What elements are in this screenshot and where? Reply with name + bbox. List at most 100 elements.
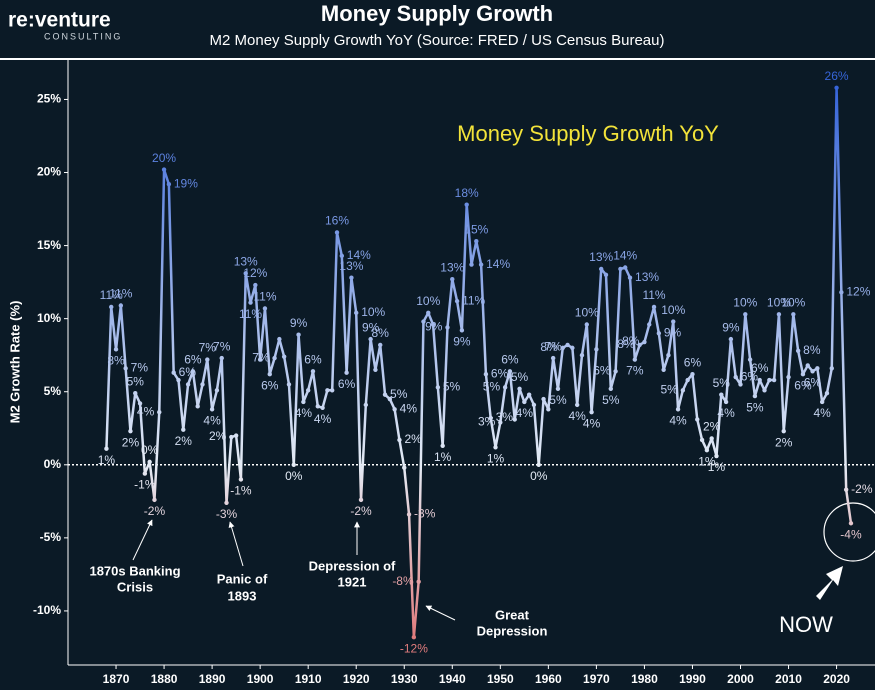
- data-point: [152, 497, 157, 503]
- data-point: [488, 415, 493, 421]
- data-label: 9%: [290, 316, 308, 330]
- data-label: 16%: [325, 214, 349, 228]
- data-label: 6%: [804, 375, 822, 389]
- data-point: [733, 374, 738, 380]
- data-label: 1%: [487, 451, 505, 465]
- data-point: [791, 312, 796, 317]
- data-label: 11%: [462, 293, 485, 307]
- data-label: 5%: [746, 400, 764, 414]
- data-point: [277, 336, 282, 342]
- data-point: [214, 388, 220, 393]
- data-point: [526, 392, 532, 397]
- data-label: 12%: [243, 266, 267, 280]
- data-label: 9%: [425, 320, 443, 334]
- data-point: [531, 402, 537, 408]
- data-point: [690, 371, 695, 377]
- chart-title: Money Supply Growth: [321, 1, 553, 26]
- data-point: [800, 371, 806, 377]
- data-label: 8%: [372, 326, 390, 340]
- y-tick-label: 0%: [44, 457, 62, 471]
- data-point: [113, 347, 119, 352]
- y-tick-label: 15%: [37, 238, 61, 252]
- data-label: 7%: [199, 341, 217, 355]
- data-label: 6%: [338, 377, 356, 391]
- event-label: 1921: [338, 574, 367, 589]
- data-point: [358, 497, 364, 503]
- data-label: 5%: [602, 393, 620, 407]
- data-point: [680, 388, 686, 393]
- data-label: 5%: [661, 382, 679, 396]
- y-tick-label: 10%: [37, 311, 61, 325]
- event-label: Great: [495, 607, 530, 622]
- data-point: [623, 265, 628, 270]
- highlight-circle: [823, 502, 875, 562]
- data-point: [426, 310, 431, 316]
- event-label: 1893: [228, 588, 257, 603]
- data-label: 12%: [846, 285, 870, 299]
- x-tick-label: 1890: [199, 672, 226, 686]
- data-label: 2%: [775, 435, 793, 449]
- data-point: [147, 459, 152, 465]
- data-point: [161, 167, 167, 172]
- data-point: [709, 436, 714, 441]
- x-tick-label: 1880: [151, 672, 178, 686]
- data-label: 2%: [122, 435, 140, 449]
- data-point: [416, 579, 421, 584]
- data-point: [632, 357, 638, 362]
- data-label: 1%: [434, 450, 452, 464]
- data-label: 2%: [175, 434, 193, 448]
- data-label: -1%: [230, 484, 252, 498]
- data-label: -8%: [392, 574, 414, 588]
- data-label: 8%: [540, 340, 558, 354]
- data-point: [459, 328, 465, 333]
- data-point: [243, 271, 248, 276]
- data-point: [786, 374, 791, 380]
- data-point: [627, 275, 633, 280]
- logo-name: re:venture: [8, 9, 111, 32]
- data-label: 5%: [713, 376, 731, 390]
- data-point: [253, 282, 258, 288]
- data-point: [190, 369, 196, 374]
- data-label: -2%: [350, 504, 372, 518]
- data-label: 10%: [361, 305, 385, 319]
- data-label: -1%: [134, 478, 156, 492]
- data-point: [344, 370, 349, 375]
- data-point: [839, 290, 844, 295]
- data-point: [829, 366, 834, 371]
- data-label: 20%: [152, 151, 176, 165]
- data-label: 2%: [703, 420, 721, 434]
- data-point: [574, 402, 580, 408]
- data-point: [546, 407, 551, 412]
- data-label: 8%: [622, 334, 640, 348]
- x-tick-label: 1910: [295, 672, 322, 686]
- data-label: 6%: [304, 352, 322, 366]
- data-label: 6%: [184, 352, 202, 366]
- data-point: [272, 355, 277, 361]
- data-point: [815, 366, 820, 371]
- data-point: [296, 332, 301, 337]
- data-point: [483, 371, 489, 377]
- data-point: [819, 399, 825, 405]
- data-point: [142, 471, 148, 476]
- data-point: [109, 304, 114, 310]
- data-label: 4%: [583, 416, 601, 430]
- data-point: [565, 342, 570, 348]
- data-label: 7%: [252, 350, 270, 364]
- series-line: [105, 86, 853, 639]
- data-point: [397, 437, 402, 443]
- data-point: [512, 417, 517, 422]
- data-point: [205, 357, 210, 362]
- data-point: [229, 434, 234, 440]
- data-point: [738, 382, 743, 387]
- data-point: [651, 304, 657, 310]
- data-label: 0%: [285, 469, 303, 483]
- data-point: [195, 404, 200, 409]
- data-point: [584, 322, 589, 327]
- data-label: 11%: [109, 287, 132, 301]
- data-point: [743, 312, 748, 317]
- event-label: Depression: [477, 623, 548, 638]
- data-label: 11%: [239, 307, 262, 321]
- data-point: [334, 230, 340, 235]
- data-label: 6%: [261, 378, 279, 392]
